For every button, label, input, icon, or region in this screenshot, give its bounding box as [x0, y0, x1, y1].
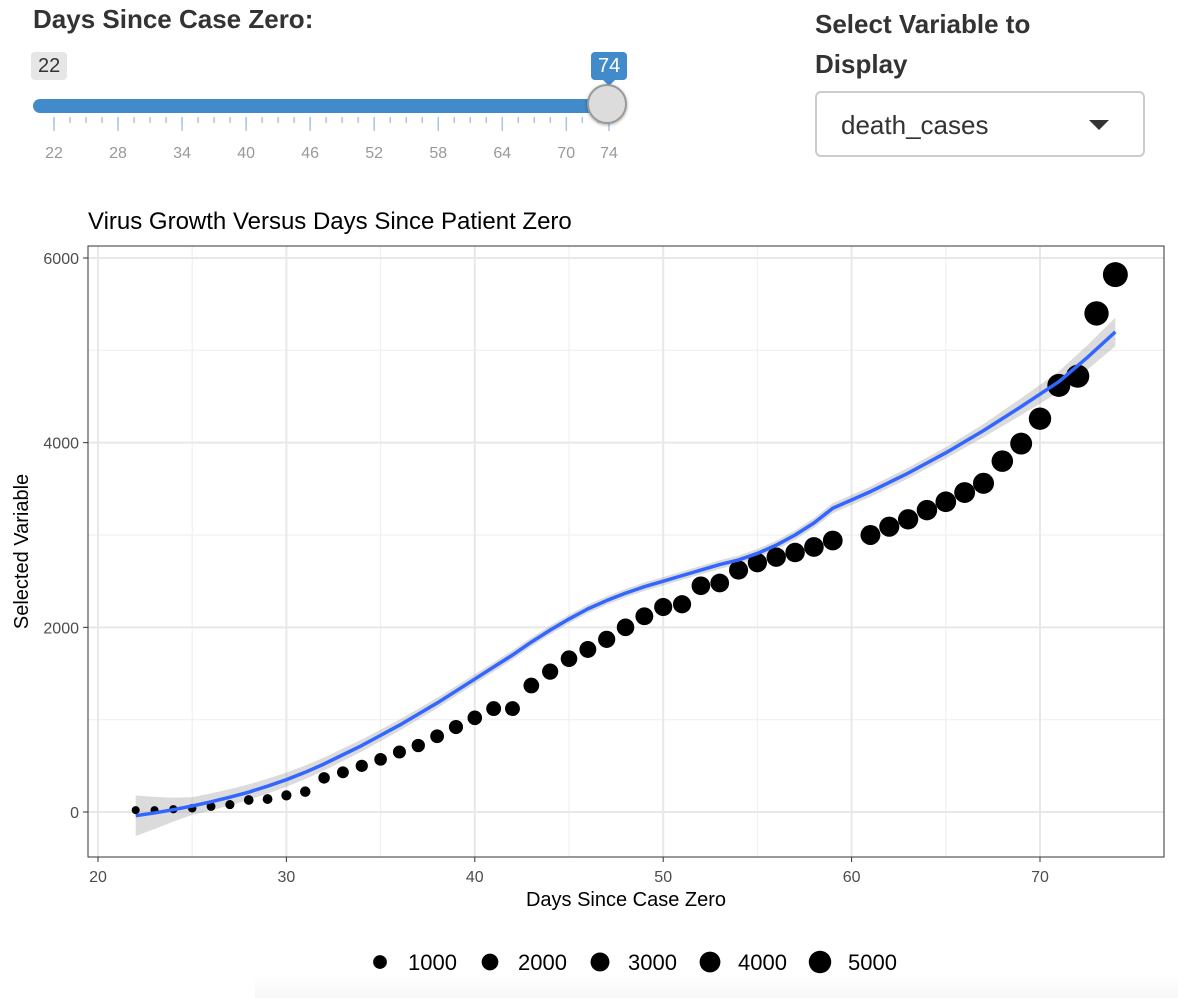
data-point: [467, 710, 483, 726]
data-point: [1047, 373, 1071, 397]
data-point: [1066, 364, 1090, 388]
data-point: [430, 729, 444, 744]
slider-tick-label: 46: [301, 145, 319, 162]
panel-border: [87, 245, 1165, 858]
slider-track[interactable]: [33, 99, 609, 113]
legend-label: 2000: [518, 950, 567, 975]
data-point: [635, 607, 654, 626]
x-tick-label: 70: [1031, 869, 1049, 886]
y-tick-label: 6000: [43, 251, 79, 268]
slider-tick-label: 74: [600, 145, 618, 162]
data-point: [262, 794, 273, 804]
data-point: [411, 738, 425, 753]
data-point: [1084, 301, 1109, 326]
x-tick-label: 50: [654, 869, 672, 886]
data-point: [691, 576, 711, 596]
x-tick-label: 40: [466, 869, 484, 886]
data-point: [392, 745, 406, 759]
slider-tick-label: 64: [493, 145, 511, 162]
data-point: [336, 766, 349, 779]
select-label: Select Variable to Display: [815, 9, 1031, 79]
data-point: [281, 790, 292, 801]
data-point: [542, 663, 559, 680]
data-point: [523, 677, 540, 694]
data-point: [897, 509, 919, 530]
data-point: [579, 641, 597, 658]
y-tick-label: 4000: [43, 436, 79, 453]
x-tick-label: 60: [843, 869, 861, 886]
legend-label: 1000: [408, 950, 457, 975]
variable-select[interactable]: death_cases: [815, 91, 1145, 157]
data-point: [616, 618, 635, 637]
legend-label: 4000: [738, 950, 787, 975]
data-point: [225, 800, 235, 810]
slider-label: Days Since Case Zero:: [33, 4, 314, 34]
x-tick-label: 20: [89, 869, 107, 886]
legend-key: [373, 955, 387, 969]
data-point: [1010, 432, 1033, 455]
data-point: [1028, 407, 1052, 430]
data-point: [729, 560, 749, 580]
data-point: [598, 630, 616, 648]
x-tick-label: 30: [278, 869, 296, 886]
data-point: [935, 491, 957, 513]
slider-max-badge: 74: [591, 52, 628, 86]
chart-title: Virus Growth Versus Days Since Patient Z…: [88, 208, 572, 235]
y-tick-label: 2000: [43, 620, 79, 637]
data-point: [318, 772, 330, 784]
data-point: [822, 530, 843, 551]
data-point: [1102, 262, 1128, 288]
legend-key: [808, 950, 832, 974]
slider-tick-label: 52: [365, 145, 383, 162]
smooth-line: [135, 330, 1117, 818]
data-point: [374, 753, 387, 766]
legend-label: 5000: [848, 950, 897, 975]
legend-key: [481, 953, 499, 971]
data-point: [560, 650, 578, 668]
data-point: [804, 537, 824, 557]
data-point: [785, 542, 805, 563]
slider-tick-label: 40: [237, 145, 255, 162]
x-axis-title: Days Since Case Zero: [526, 889, 726, 911]
data-point: [299, 786, 311, 797]
slider-handle[interactable]: [587, 84, 627, 124]
legend-key: [590, 952, 610, 972]
data-point: [916, 499, 938, 521]
data-point: [448, 719, 464, 735]
data-point: [991, 450, 1014, 472]
data-point: [954, 482, 976, 503]
y-tick-label: 0: [70, 805, 79, 822]
data-point: [355, 759, 368, 772]
data-point: [131, 806, 140, 815]
slider-tick-label: 58: [429, 145, 447, 162]
data-point: [486, 701, 502, 717]
data-point: [710, 573, 730, 593]
data-point: [505, 701, 520, 717]
page-footer-shade: [255, 975, 1178, 998]
data-point: [672, 595, 692, 614]
data-point: [860, 525, 881, 545]
slider-tick-label: 28: [109, 145, 127, 162]
data-point: [766, 547, 786, 567]
data-point: [654, 597, 673, 617]
slider-tick-label: 70: [557, 145, 575, 162]
data-point: [747, 553, 768, 573]
legend-label: 3000: [628, 950, 677, 975]
slider-tick-label: 34: [173, 145, 191, 162]
slider-tick-label: 22: [45, 145, 63, 162]
plot-panel: [88, 246, 1164, 857]
y-axis-title: Selected Variable: [11, 474, 33, 629]
data-point: [243, 795, 254, 805]
caret-down-icon: [1089, 120, 1109, 130]
data-point: [972, 472, 995, 494]
chart: Virus Growth Versus Days Since Patient Z…: [11, 208, 1165, 975]
slider-grid: 22 28 34 40 46 52 58 64 70 74: [45, 117, 618, 162]
legend-key: [699, 951, 721, 973]
select-value: death_cases: [841, 110, 989, 140]
slider-min-badge: 22: [31, 52, 68, 80]
data-point: [879, 516, 900, 537]
data-point: [206, 802, 216, 811]
